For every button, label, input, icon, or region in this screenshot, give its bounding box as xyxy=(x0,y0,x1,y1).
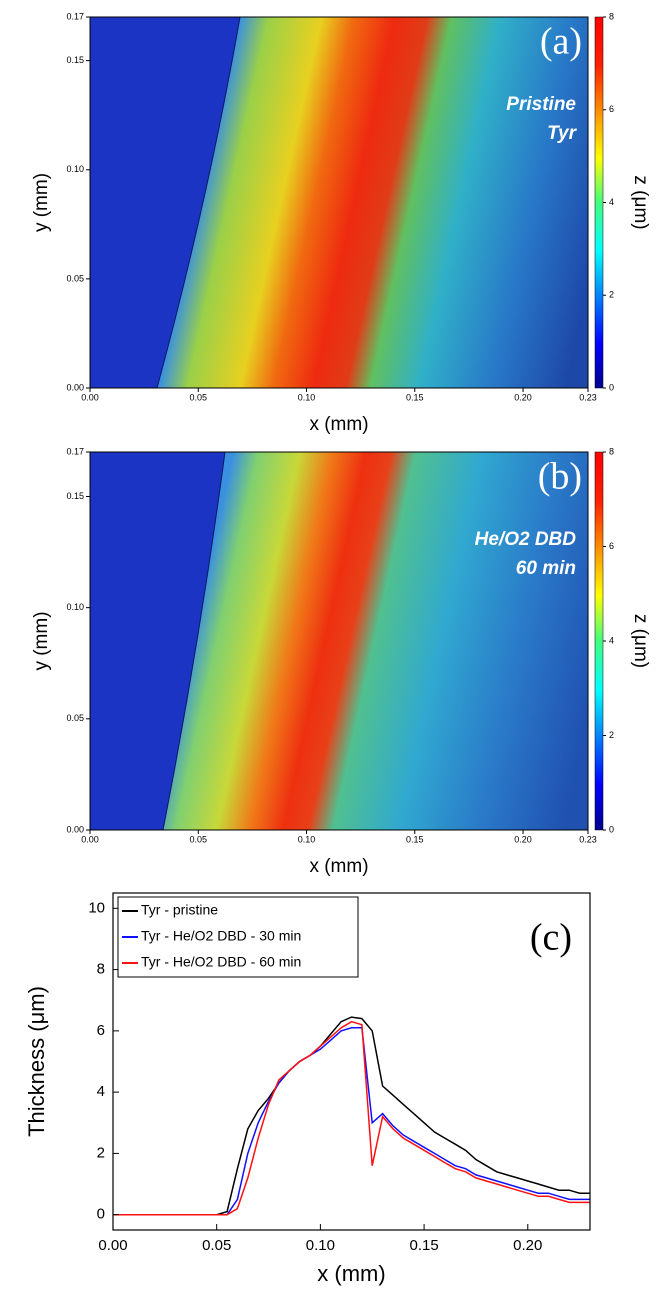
colorbar-tick-label: 4 xyxy=(609,635,614,645)
panel-label: (c) xyxy=(530,917,572,959)
y-tick-label: 0.17 xyxy=(66,446,84,456)
annotation: 60 min xyxy=(516,558,576,579)
legend-label: Tyr - He/O2 DBD - 30 min xyxy=(141,928,301,944)
y-tick-label: 4 xyxy=(97,1083,105,1100)
x-tick-label: 0.15 xyxy=(406,834,424,844)
substrate-region xyxy=(89,451,226,831)
colorbar-tick-label: 8 xyxy=(609,11,614,21)
colorbar-tick-label: 2 xyxy=(609,730,614,740)
y-tick-label: 0.15 xyxy=(66,491,84,501)
colorbar-tick-label: 6 xyxy=(609,541,614,551)
x-tick-label: 0.00 xyxy=(81,834,99,844)
x-tick-label: 0.15 xyxy=(406,392,424,402)
colorbar-tick-label: 2 xyxy=(609,290,614,300)
x-tick-label: 0.05 xyxy=(189,392,207,402)
plot-frame xyxy=(89,451,589,831)
colorbar-label: z (μm) xyxy=(630,175,651,229)
annotation: He/O2 DBD xyxy=(475,529,577,550)
y-axis-label: y (mm) xyxy=(31,611,52,670)
data-line xyxy=(113,1027,590,1216)
x-tick-label: 0.20 xyxy=(513,1237,542,1254)
substrate-region xyxy=(89,16,241,389)
y-tick-label: 0.05 xyxy=(66,713,84,723)
annotation: Tyr xyxy=(547,123,577,144)
panel-label: (b) xyxy=(538,456,582,498)
colorbar-tick-label: 4 xyxy=(609,197,614,207)
x-tick-label: 0.15 xyxy=(409,1237,438,1254)
legend-label: Tyr - pristine xyxy=(141,902,218,918)
y-tick-label: 0.17 xyxy=(66,11,84,21)
x-axis-label: x (mm) xyxy=(309,414,368,435)
data-line xyxy=(113,1016,590,1216)
y-tick-label: 0.05 xyxy=(66,273,84,283)
x-tick-label: 0.10 xyxy=(298,834,316,844)
colorbar-tick-label: 0 xyxy=(609,382,614,392)
x-tick-label: 0.00 xyxy=(98,1237,127,1254)
x-tick-label: 0.05 xyxy=(202,1237,231,1254)
annotation: Pristine xyxy=(506,94,576,115)
y-tick-label: 0 xyxy=(97,1206,105,1223)
y-tick-label: 2 xyxy=(97,1144,105,1161)
legend-label: Tyr - He/O2 DBD - 60 min xyxy=(141,954,301,970)
x-axis-label: x (mm) xyxy=(317,1261,385,1286)
x-tick-label: 0.23 xyxy=(579,834,597,844)
x-tick-label: 0.00 xyxy=(81,392,99,402)
y-tick-label: 8 xyxy=(97,961,105,978)
y-tick-label: 0.10 xyxy=(66,602,84,612)
y-axis-label: y (mm) xyxy=(31,173,52,232)
y-tick-label: 0.15 xyxy=(66,55,84,65)
x-tick-label: 0.10 xyxy=(306,1237,335,1254)
panel-label: (a) xyxy=(540,21,582,63)
plot-frame xyxy=(89,16,589,389)
colorbar-label: z (μm) xyxy=(630,614,651,668)
y-tick-label: 0.00 xyxy=(66,382,84,392)
x-axis-label: x (mm) xyxy=(309,856,368,877)
y-tick-label: 0.00 xyxy=(66,824,84,834)
legend-box xyxy=(117,896,359,978)
colorbar-tick-label: 0 xyxy=(609,824,614,834)
colorbar xyxy=(594,16,604,389)
x-tick-label: 0.23 xyxy=(579,392,597,402)
colorbar-tick-label: 6 xyxy=(609,104,614,114)
x-tick-label: 0.20 xyxy=(514,834,532,844)
x-tick-label: 0.05 xyxy=(189,834,207,844)
y-tick-label: 0.10 xyxy=(66,164,84,174)
x-tick-label: 0.10 xyxy=(298,392,316,402)
data-line xyxy=(113,1020,590,1216)
colorbar-tick-label: 8 xyxy=(609,446,614,456)
colorbar xyxy=(594,451,604,831)
y-tick-label: 6 xyxy=(97,1022,105,1039)
y-tick-label: 10 xyxy=(88,899,105,916)
x-tick-label: 0.20 xyxy=(514,392,532,402)
plot-frame xyxy=(112,892,591,1231)
y-axis-label: Thickness (μm) xyxy=(24,986,49,1137)
